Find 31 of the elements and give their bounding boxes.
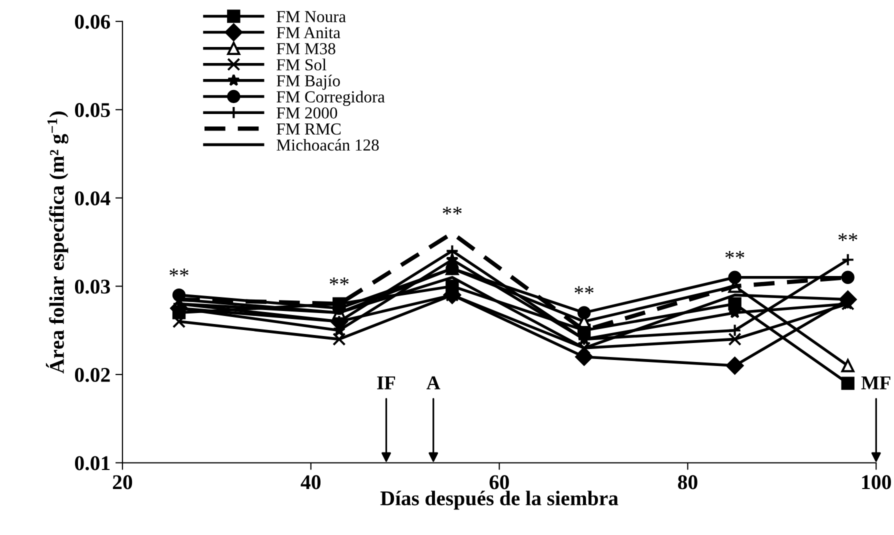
legend-label: FM Corregidora <box>276 90 385 106</box>
x-tick-label: 40 <box>300 475 321 490</box>
annotation: ** <box>170 268 188 276</box>
y-axis-title: Área foliar específica (m² g$^{−1}$) <box>46 112 68 374</box>
legend-label: Michoacán 128 <box>276 138 379 151</box>
x-tick-label: 60 <box>490 475 509 490</box>
legend-label: FM M38 <box>276 43 336 54</box>
annotation: IF <box>377 376 396 390</box>
legend-label: FM 2000 <box>276 107 338 119</box>
annotation: A <box>426 376 440 390</box>
y-tick-label: 0.06 <box>75 14 110 29</box>
legend-label: FM RMC <box>276 123 341 135</box>
legend-label: FM Anita <box>276 27 340 38</box>
annotation: ** <box>330 277 349 286</box>
legend-label: FM Bajío <box>276 74 340 90</box>
legend-label: FM Noura <box>276 11 346 22</box>
annotation: ** <box>442 206 462 214</box>
x-tick-label: 80 <box>678 475 698 490</box>
y-tick-label: 0.04 <box>75 191 110 206</box>
y-tick-label: 0.03 <box>75 280 110 294</box>
y-tick-label: 0.05 <box>75 103 110 118</box>
legend-label: FM Sol <box>276 58 326 70</box>
annotation: ** <box>838 233 858 241</box>
annotation: ** <box>574 286 594 294</box>
y-tick-label: 0.02 <box>75 368 110 382</box>
x-tick-label: 100 <box>862 475 891 490</box>
x-axis-title: Días después de la siembra <box>380 490 618 510</box>
x-tick-label: 20 <box>112 475 132 490</box>
annotation: ** <box>725 250 744 259</box>
annotation: MF <box>861 376 890 390</box>
y-tick-label: 0.01 <box>75 456 110 470</box>
